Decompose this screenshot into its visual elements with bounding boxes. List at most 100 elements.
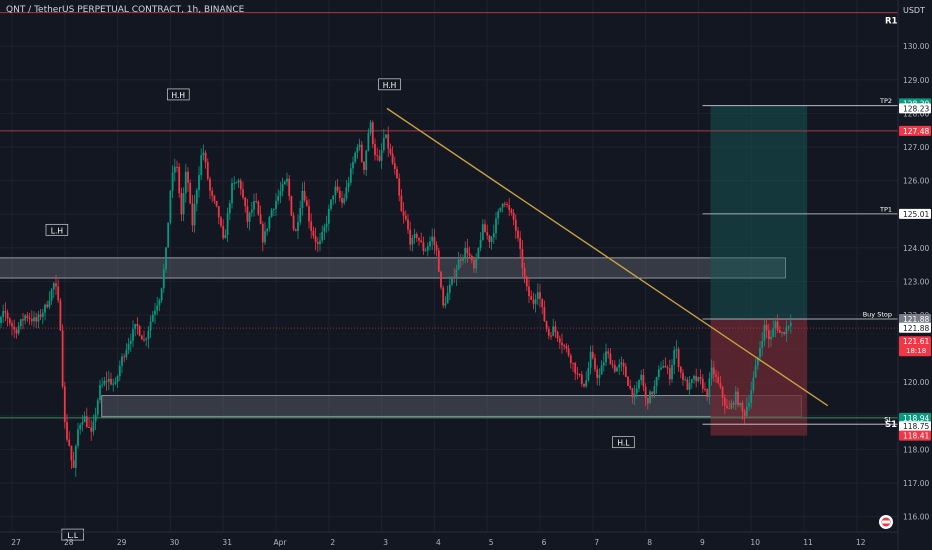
price-tag-label: 125.01 xyxy=(903,210,929,219)
trendline[interactable] xyxy=(386,107,829,407)
candle-body xyxy=(697,377,700,382)
annotation-box[interactable] xyxy=(612,436,635,449)
y-tick-label: 129.00 xyxy=(903,76,929,85)
logo-icon[interactable] xyxy=(879,515,893,529)
annotation-box[interactable] xyxy=(45,223,69,236)
candle-body xyxy=(151,314,154,322)
annotation-box[interactable] xyxy=(61,528,84,541)
price-tag-label: 118.94 xyxy=(903,414,929,423)
price-tag-label: 121.88 xyxy=(903,315,929,324)
candle-body xyxy=(385,134,387,138)
candle-body xyxy=(338,190,341,198)
candle-body xyxy=(708,378,711,397)
candle-body xyxy=(50,289,53,301)
candle-body xyxy=(578,373,581,375)
candle-body xyxy=(356,147,359,153)
chart-title: QNT / TetherUS PERPETUAL CONTRACT, 1h, B… xyxy=(6,5,245,15)
candle-body xyxy=(785,327,788,335)
candle-body xyxy=(83,416,86,423)
support-zone[interactable] xyxy=(101,395,802,418)
candle-body xyxy=(162,268,165,289)
candle-body xyxy=(213,195,216,201)
candle-body xyxy=(635,388,638,394)
candle-body xyxy=(277,195,280,201)
candle-body xyxy=(506,203,508,206)
candle-body xyxy=(673,350,676,365)
candle-body xyxy=(8,318,11,324)
candle-body xyxy=(138,326,141,336)
candle-body xyxy=(622,362,625,367)
y-tick-label: 130.00 xyxy=(903,42,929,51)
candle-body xyxy=(376,155,379,157)
candle-body xyxy=(440,271,442,288)
candle-body xyxy=(508,205,511,210)
level-label: Buy Stop xyxy=(863,311,892,319)
candle-body xyxy=(607,351,610,354)
candle-body xyxy=(195,190,198,204)
candle-body xyxy=(600,365,603,375)
candle-body xyxy=(728,408,731,410)
candle-body xyxy=(316,242,319,245)
candle-body xyxy=(539,292,541,299)
candle-body xyxy=(453,277,456,279)
candle-body xyxy=(781,332,783,334)
candle-body xyxy=(473,260,475,269)
candle-body xyxy=(752,377,755,391)
candle-body xyxy=(481,224,484,240)
trendline-line[interactable] xyxy=(386,107,829,407)
time-axis[interactable]: 27 28 29 30 31 Apr 2 3 4 5 6 7 8 9 10 11 12 xyxy=(0,531,898,547)
horizontal-lines: R1 S1 TP2 TP1 Buy Stop SL xyxy=(0,12,898,430)
candle-body xyxy=(706,389,709,397)
x-tick-label: 3 xyxy=(383,538,388,547)
candle-body xyxy=(429,241,431,247)
candle-body xyxy=(649,391,651,404)
profit-zone[interactable] xyxy=(710,105,808,320)
position-tool[interactable] xyxy=(710,105,808,436)
candle-body xyxy=(624,366,627,377)
annotations: H.H H.H L.H L.L H.L xyxy=(45,78,635,541)
candle-body xyxy=(279,190,282,196)
candle-body xyxy=(369,122,372,133)
candle-body xyxy=(719,382,722,388)
x-tick-label: 12 xyxy=(856,538,866,547)
candle-body xyxy=(470,255,473,261)
candle-body xyxy=(772,328,775,337)
candle-body xyxy=(61,330,64,387)
candle-body xyxy=(85,416,88,427)
candle-body xyxy=(776,321,779,331)
candle-body xyxy=(171,172,174,191)
candle-body xyxy=(693,375,695,380)
candle-body xyxy=(400,195,403,212)
candle-body xyxy=(118,365,121,377)
candle-body xyxy=(585,380,588,387)
annotation-box[interactable] xyxy=(167,88,190,101)
candle-body xyxy=(165,247,167,269)
resistance-zone[interactable] xyxy=(0,257,786,279)
candle-body xyxy=(715,374,717,377)
annotation-box[interactable] xyxy=(378,78,401,91)
candle-body xyxy=(110,378,112,385)
candle-body xyxy=(129,340,132,345)
candle-body xyxy=(239,180,242,190)
candle-body xyxy=(525,277,528,287)
candle-body xyxy=(455,269,458,279)
candle-body xyxy=(301,190,304,208)
candle-body xyxy=(611,364,614,366)
candle-body xyxy=(668,368,671,380)
candle-body xyxy=(28,317,31,319)
x-tick-label: 11 xyxy=(803,538,813,547)
candle-body xyxy=(717,376,720,383)
loss-zone[interactable] xyxy=(710,319,808,436)
candle-body xyxy=(63,386,66,423)
candle-body xyxy=(413,234,416,238)
candle-body xyxy=(66,422,68,440)
candle-body xyxy=(206,162,209,179)
candle-body xyxy=(156,305,159,311)
candle-body xyxy=(68,439,71,446)
candle-body xyxy=(424,250,427,252)
candle-body xyxy=(209,178,211,191)
x-tick-label: 29 xyxy=(117,538,127,547)
candle-body xyxy=(255,201,258,203)
candle-body xyxy=(501,203,504,208)
